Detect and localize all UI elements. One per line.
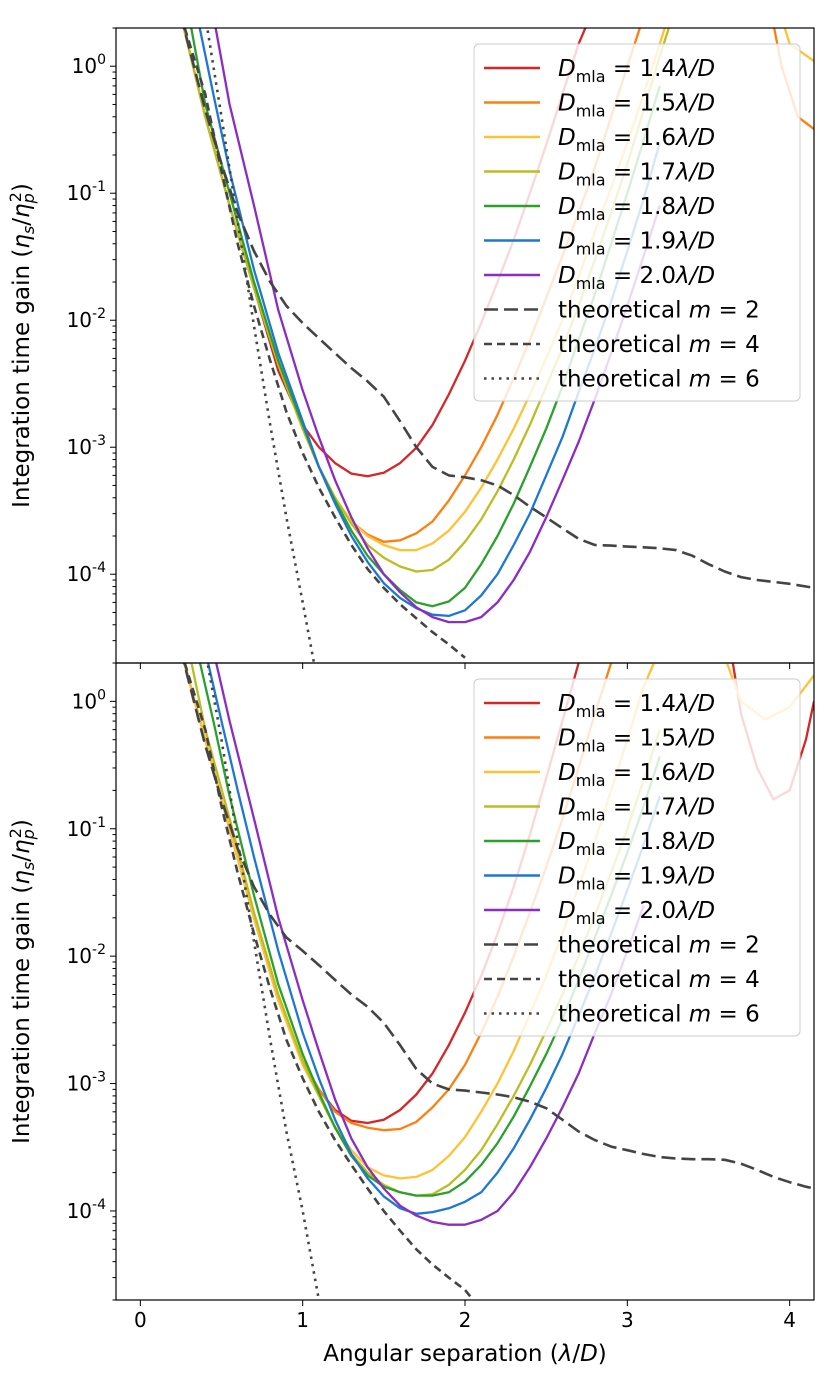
panel-bottom-x-tick-label: 0 bbox=[134, 1308, 147, 1332]
panel-bottom-legend-box bbox=[473, 678, 801, 1037]
panel-bottom-series-line-9 bbox=[206, 663, 321, 1300]
panel-bottom-legend-label-7: theoretical m = 2 bbox=[558, 933, 760, 959]
panel-top-legend: Dmla = 1.4λ/D Dmla = 1.5λ/D Dmla = 1.6λ/D D… bbox=[473, 43, 801, 402]
panel-top-series-line-9 bbox=[205, 28, 316, 663]
panel-top-series-line-8 bbox=[183, 28, 466, 659]
panel-top-legend-label-7: theoretical m = 2 bbox=[558, 298, 760, 324]
panel-top-legend-label-3: Dmla = 1.7λ/D bbox=[558, 160, 715, 190]
panel-top-legend-label-5: Dmla = 1.9λ/D bbox=[558, 229, 715, 259]
panel-top-legend-label-0: Dmla = 1.4λ/D bbox=[558, 56, 715, 86]
panel-top-legend-box bbox=[473, 43, 801, 402]
panel-top-y-tick-label: 100 bbox=[72, 52, 106, 78]
panel-bottom-x-tick-label: 1 bbox=[296, 1308, 309, 1332]
panel-bottom-legend-label-3: Dmla = 1.7λ/D bbox=[558, 795, 715, 825]
panel-bottom-series-line-6 bbox=[215, 663, 645, 1226]
panel-top-y-tick-label: 10-2 bbox=[67, 306, 106, 332]
panel-bottom-legend-label-9: theoretical m = 6 bbox=[558, 1002, 760, 1028]
panel-top-axes: 10-4 10-3 10-2 10-1 100 Integration time gain… bbox=[6, 27, 815, 669]
panel-top-legend-label-1: Dmla = 1.5λ/D bbox=[558, 91, 715, 121]
panel-top-series-line-7 bbox=[182, 28, 814, 590]
panel-top-y-tick-label: 10-1 bbox=[67, 179, 106, 205]
panel-bottom-x-tick-label: 2 bbox=[459, 1308, 472, 1332]
panel-top-y-tick-label: 10-3 bbox=[67, 433, 106, 459]
panel-bottom-y-axis-title: Integration time gain (ηs/ηp2) bbox=[6, 819, 38, 1144]
panel-bottom-axes: 10-4 10-3 10-2 10-1 100 0 1 2 3 4 Integration time… bbox=[6, 662, 815, 1367]
panel-top-legend-label-4: Dmla = 1.8λ/D bbox=[558, 194, 715, 224]
panel-bottom-x-axis-title: Angular separation (λ/D) bbox=[323, 1341, 607, 1367]
panel-bottom-legend-label-2: Dmla = 1.6λ/D bbox=[558, 760, 715, 790]
panel-top-y-axis-title: Integration time gain (ηs/ηp2) bbox=[6, 183, 38, 508]
panel-top-legend-label-6: Dmla = 2.0λ/D bbox=[558, 263, 715, 293]
panel-bottom-legend-label-8: theoretical m = 4 bbox=[558, 967, 760, 993]
panel-bottom-y-tick-label: 10-2 bbox=[67, 942, 106, 968]
panel-bottom-y-tick-label: 100 bbox=[72, 687, 106, 713]
panel-top-legend-label-2: Dmla = 1.6λ/D bbox=[558, 125, 715, 155]
panel-bottom-legend-label-6: Dmla = 2.0λ/D bbox=[558, 898, 715, 928]
panel-bottom-legend-label-0: Dmla = 1.4λ/D bbox=[558, 691, 715, 721]
panel-bottom-y-tick-label: 10-3 bbox=[67, 1070, 106, 1096]
panel-bottom-legend-label-1: Dmla = 1.5λ/D bbox=[558, 726, 715, 756]
panel-bottom-series-line-8 bbox=[183, 663, 475, 1300]
panel-bottom-x-tick-label: 3 bbox=[621, 1308, 634, 1332]
panel-top-legend-label-9: theoretical m = 6 bbox=[558, 367, 760, 393]
panel-top-legend-label-8: theoretical m = 4 bbox=[558, 332, 760, 358]
panel-bottom-y-tick-label: 10-4 bbox=[67, 1197, 107, 1223]
panel-top-series-line-6 bbox=[214, 28, 661, 624]
panel-top-y-tick-label: 10-4 bbox=[67, 560, 107, 586]
panel-bottom-legend: Dmla = 1.4λ/D Dmla = 1.5λ/D Dmla = 1.6λ/D D… bbox=[473, 678, 801, 1037]
panel-bottom-x-tick-label: 4 bbox=[783, 1308, 796, 1332]
panel-bottom-legend-label-4: Dmla = 1.8λ/D bbox=[558, 829, 715, 859]
panel-bottom-series-line-7 bbox=[182, 663, 814, 1190]
panel-bottom-legend-label-5: Dmla = 1.9λ/D bbox=[558, 864, 715, 894]
panel-bottom-y-tick-label: 10-1 bbox=[67, 815, 106, 841]
